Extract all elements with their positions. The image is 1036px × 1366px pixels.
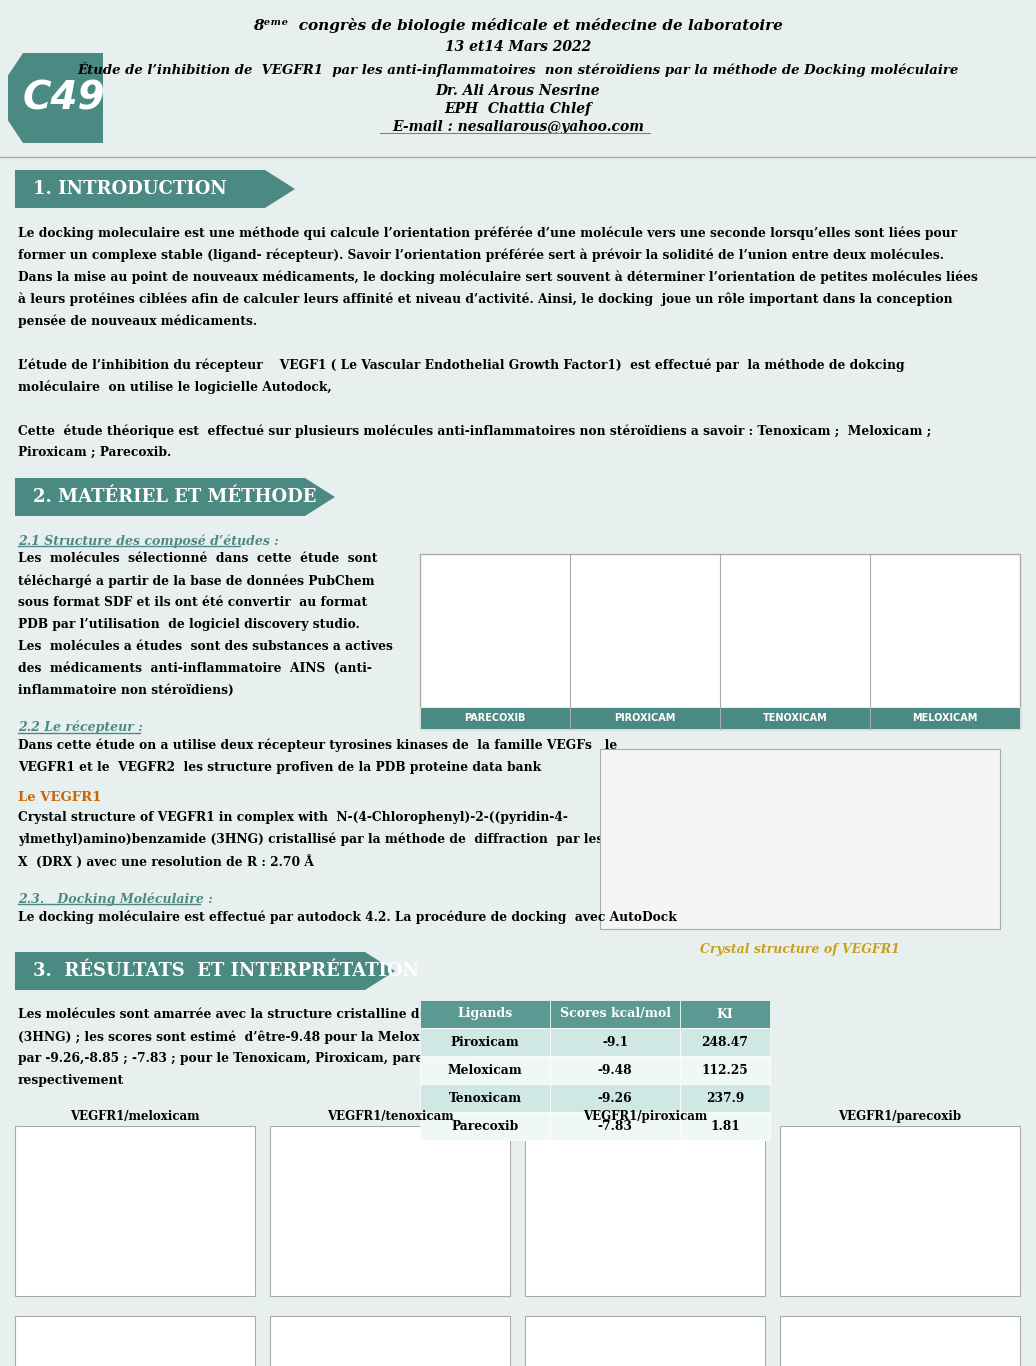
Text: VEGFR1/meloxicam: VEGFR1/meloxicam <box>70 1111 200 1123</box>
Text: Piroxicam ; Parecoxib.: Piroxicam ; Parecoxib. <box>18 447 171 459</box>
Text: Ligands: Ligands <box>457 1008 513 1020</box>
Text: Crystal structure of VEGFR1 in complex with  N-(4-Chlorophenyl)-2-((pyridin-4-: Crystal structure of VEGFR1 in complex w… <box>18 811 568 824</box>
FancyBboxPatch shape <box>680 1056 770 1085</box>
Text: former un complexe stable (ligand- récepteur). Savoir l’orientation préférée ser: former un complexe stable (ligand- récep… <box>18 249 944 261</box>
Text: pensée de nouveaux médicaments.: pensée de nouveaux médicaments. <box>18 314 257 328</box>
FancyBboxPatch shape <box>680 1029 770 1056</box>
Text: KI: KI <box>717 1008 733 1020</box>
Text: 13 et14 Mars 2022: 13 et14 Mars 2022 <box>444 40 592 55</box>
FancyBboxPatch shape <box>420 1056 550 1085</box>
Text: Dr. Ali Arous Nesrine: Dr. Ali Arous Nesrine <box>436 83 600 98</box>
Text: sous format SDF et ils ont été convertir  au format: sous format SDF et ils ont été convertir… <box>18 596 367 609</box>
Text: -7.83: -7.83 <box>598 1120 632 1132</box>
Text: X  (DRX ) avec une resolution de R : 2.70 Å: X (DRX ) avec une resolution de R : 2.70… <box>18 855 314 869</box>
FancyBboxPatch shape <box>420 1112 550 1141</box>
Text: Les  molécules a études  sont des substances a actives: Les molécules a études sont des substanc… <box>18 641 393 653</box>
FancyBboxPatch shape <box>680 1085 770 1112</box>
Text: 1. INTRODUCTION: 1. INTRODUCTION <box>33 180 227 198</box>
FancyBboxPatch shape <box>420 1000 550 1029</box>
FancyBboxPatch shape <box>680 1000 770 1029</box>
Text: 112.25: 112.25 <box>701 1064 748 1076</box>
FancyBboxPatch shape <box>270 1126 510 1296</box>
Text: Les  molécules  sélectionné  dans  cette  étude  sont: Les molécules sélectionné dans cette étu… <box>18 552 377 566</box>
Text: par -9.26,-8.85 ; -7.83 ; pour le Tenoxicam, Piroxicam, parecoxibe;: par -9.26,-8.85 ; -7.83 ; pour le Tenoxi… <box>18 1052 471 1065</box>
Text: 2.3.   Docking Moléculaire :: 2.3. Docking Moléculaire : <box>18 892 212 906</box>
Text: 3.  RÉSULTATS  ET INTERPRÉTATION: 3. RÉSULTATS ET INTERPRÉTATION <box>33 962 420 979</box>
Text: inflammatoire non stéroïdiens): inflammatoire non stéroïdiens) <box>18 684 234 697</box>
Text: -9.48: -9.48 <box>598 1064 632 1076</box>
Text: 8ᵉᵐᵉ  congrès de biologie médicale et médecine de laboratoire: 8ᵉᵐᵉ congrès de biologie médicale et méd… <box>253 18 783 33</box>
Text: Parecoxib: Parecoxib <box>452 1120 519 1132</box>
Text: PDB par l’utilisation  de logiciel discovery studio.: PDB par l’utilisation de logiciel discov… <box>18 617 359 631</box>
FancyBboxPatch shape <box>420 1029 550 1056</box>
Text: -9.26: -9.26 <box>598 1091 632 1105</box>
Text: téléchargé a partir de la base de données PubChem: téléchargé a partir de la base de donnée… <box>18 574 375 587</box>
Polygon shape <box>15 169 295 208</box>
Text: (3HNG) ; les scores sont estimé  d’être-9.48 pour la Meloxicam suivi: (3HNG) ; les scores sont estimé d’être-9… <box>18 1030 489 1044</box>
Text: 2.1 Structure des composé d’études :: 2.1 Structure des composé d’études : <box>18 534 279 548</box>
FancyBboxPatch shape <box>780 1315 1020 1366</box>
FancyBboxPatch shape <box>420 1085 550 1112</box>
Text: Tenoxicam: Tenoxicam <box>449 1091 521 1105</box>
FancyBboxPatch shape <box>420 708 570 729</box>
FancyBboxPatch shape <box>15 1315 255 1366</box>
Polygon shape <box>8 53 103 143</box>
Text: VEGFR1/tenoxicam: VEGFR1/tenoxicam <box>326 1111 454 1123</box>
Text: respectivement: respectivement <box>18 1074 124 1087</box>
Text: VEGFR1/parecoxib: VEGFR1/parecoxib <box>838 1111 961 1123</box>
FancyBboxPatch shape <box>270 1315 510 1366</box>
Text: ylmethyl)amino)benzamide (3HNG) cristallisé par la méthode de  diffraction  par : ylmethyl)amino)benzamide (3HNG) cristall… <box>18 833 646 847</box>
Text: VEGFR1/piroxicam: VEGFR1/piroxicam <box>583 1111 708 1123</box>
FancyBboxPatch shape <box>550 1029 680 1056</box>
Text: Étude de l’inhibition de  VEGFR1  par les anti-inflammatoires  non stéroïdiens p: Étude de l’inhibition de VEGFR1 par les … <box>78 61 958 76</box>
Text: C49: C49 <box>22 79 105 117</box>
Text: PARECOXIB: PARECOXIB <box>464 713 525 723</box>
Text: à leurs protéines ciblées afin de calculer leurs affinité et niveau d’activité. : à leurs protéines ciblées afin de calcul… <box>18 292 953 306</box>
Text: EPH  Chattia Chlef: EPH Chattia Chlef <box>444 102 592 116</box>
Text: Meloxicam: Meloxicam <box>448 1064 522 1076</box>
FancyBboxPatch shape <box>550 1085 680 1112</box>
FancyBboxPatch shape <box>420 555 1020 729</box>
Text: des  médicaments  anti-inflammatoire  AINS  (anti-: des médicaments anti-inflammatoire AINS … <box>18 663 372 675</box>
Text: MELOXICAM: MELOXICAM <box>913 713 978 723</box>
Text: -9.1: -9.1 <box>602 1035 628 1049</box>
Text: Scores kcal/mol: Scores kcal/mol <box>559 1008 670 1020</box>
Text: 248.47: 248.47 <box>701 1035 748 1049</box>
FancyBboxPatch shape <box>780 1126 1020 1296</box>
Text: 2. MATÉRIEL ET MÉTHODE: 2. MATÉRIEL ET MÉTHODE <box>33 488 316 505</box>
FancyBboxPatch shape <box>720 708 870 729</box>
Text: Piroxicam: Piroxicam <box>451 1035 519 1049</box>
FancyBboxPatch shape <box>870 708 1020 729</box>
Text: Crystal structure of VEGFR1: Crystal structure of VEGFR1 <box>700 943 900 956</box>
Text: TENOXICAM: TENOXICAM <box>762 713 828 723</box>
FancyBboxPatch shape <box>570 708 720 729</box>
Text: 2.2 Le récepteur :: 2.2 Le récepteur : <box>18 721 143 735</box>
Text: Le VEGFR1: Le VEGFR1 <box>18 791 102 805</box>
Text: Dans cette étude on a utilise deux récepteur tyrosines kinases de  la famille VE: Dans cette étude on a utilise deux récep… <box>18 739 617 753</box>
Text: 1.81: 1.81 <box>710 1120 740 1132</box>
Polygon shape <box>15 952 395 990</box>
FancyBboxPatch shape <box>600 749 1000 929</box>
Text: Le docking moleculaire est une méthode qui calcule l’orientation préférée d’une : Le docking moleculaire est une méthode q… <box>18 225 957 239</box>
FancyBboxPatch shape <box>0 0 1036 154</box>
Text: Le docking moléculaire est effectué par autodock 4.2. La procédure de docking  a: Le docking moléculaire est effectué par … <box>18 910 677 923</box>
Text: PIROXICAM: PIROXICAM <box>614 713 675 723</box>
Text: L’étude de l’inhibition du récepteur    VEGF1 ( Le Vascular Endothelial Growth F: L’étude de l’inhibition du récepteur VEG… <box>18 358 904 372</box>
Polygon shape <box>15 478 335 516</box>
FancyBboxPatch shape <box>550 1056 680 1085</box>
Text: Dans la mise au point de nouveaux médicaments, le docking moléculaire sert souve: Dans la mise au point de nouveaux médica… <box>18 270 978 284</box>
Text: E-mail : nesaliarous@yahoo.com: E-mail : nesaliarous@yahoo.com <box>392 120 644 134</box>
FancyBboxPatch shape <box>680 1112 770 1141</box>
Text: Les molécules sont amarrée avec la structure cristalline de VEGFR1: Les molécules sont amarrée avec la struc… <box>18 1008 489 1020</box>
FancyBboxPatch shape <box>15 1126 255 1296</box>
FancyBboxPatch shape <box>525 1315 765 1366</box>
Text: Cette  étude théorique est  effectué sur plusieurs molécules anti-inflammatoires: Cette étude théorique est effectué sur p… <box>18 423 931 437</box>
FancyBboxPatch shape <box>550 1000 680 1029</box>
FancyBboxPatch shape <box>550 1112 680 1141</box>
Text: moléculaire  on utilise le logicielle Autodock,: moléculaire on utilise le logicielle Aut… <box>18 380 332 393</box>
Text: 237.9: 237.9 <box>706 1091 744 1105</box>
Text: VEGFR1 et le  VEGFR2  les structure profiven de la PDB proteine data bank: VEGFR1 et le VEGFR2 les structure profiv… <box>18 761 541 775</box>
FancyBboxPatch shape <box>525 1126 765 1296</box>
